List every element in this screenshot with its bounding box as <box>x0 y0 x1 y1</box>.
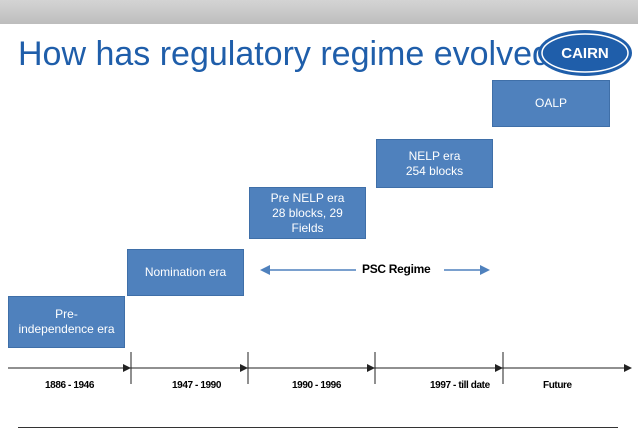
stage-pre-independence: Pre- independence era <box>8 296 125 348</box>
psc-regime-arrow <box>260 265 490 275</box>
period-label: 1997 - till date <box>430 380 490 391</box>
timeline-axis <box>8 352 632 384</box>
stage-oalp: OALP <box>492 80 610 127</box>
footer-divider <box>18 427 618 428</box>
stage-label: Pre NELP era 28 blocks, 29 Fields <box>270 190 345 235</box>
slide-title: How has regulatory regime evolved <box>18 35 551 73</box>
timeline-tick <box>240 352 249 384</box>
period-label: 1947 - 1990 <box>172 380 221 391</box>
cairn-logo: CAIRN <box>536 28 634 78</box>
timeline-tick <box>123 352 132 384</box>
top-bar <box>0 0 638 24</box>
stage-pre-nelp: Pre NELP era 28 blocks, 29 Fields <box>249 187 366 239</box>
stage-label: Pre- independence era <box>18 307 115 336</box>
stage-label: OALP <box>534 96 567 110</box>
stage-label: Nomination era <box>144 265 227 279</box>
period-label: 1990 - 1996 <box>292 380 341 391</box>
stage-nelp: NELP era 254 blocks <box>376 139 493 188</box>
period-label: Future <box>543 380 572 391</box>
timeline-tick <box>367 352 376 384</box>
psc-regime-label: PSC Regime <box>362 262 431 276</box>
stage-nomination: Nomination era <box>127 249 244 296</box>
period-label: 1886 - 1946 <box>45 380 94 391</box>
logo-text: CAIRN <box>561 45 609 62</box>
stage-label: NELP era 254 blocks <box>405 148 464 178</box>
timeline-tick <box>495 352 504 384</box>
